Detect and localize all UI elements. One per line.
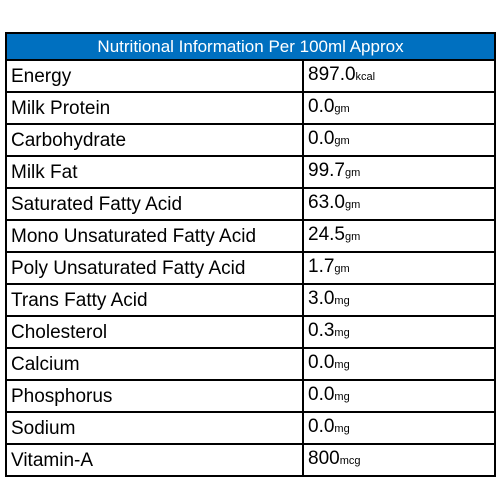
nutrient-amount: 0.0mg	[302, 379, 496, 413]
table-row: Milk Fat 99.7gm	[5, 155, 496, 189]
nutrient-value: 0.0	[308, 416, 335, 437]
table-row: Sodium 0.0mg	[5, 411, 496, 445]
nutrient-name: Carbohydrate	[5, 123, 304, 157]
nutrient-amount: 800mcg	[302, 443, 496, 477]
nutrient-unit: gm	[344, 199, 361, 211]
nutrient-unit: gm	[344, 231, 361, 243]
nutrient-name: Energy	[5, 59, 304, 93]
nutrient-unit: gm	[334, 135, 350, 147]
nutrient-name: Trans Fatty Acid	[5, 283, 304, 317]
nutrient-name: Milk Fat	[5, 155, 304, 189]
nutrient-name: Phosphorus	[5, 379, 304, 413]
table-title: Nutritional Information Per 100ml Approx	[5, 32, 496, 61]
table-row: Vitamin-A 800mcg	[5, 443, 496, 477]
nutrient-name: Saturated Fatty Acid	[5, 187, 304, 221]
table-row: Poly Unsaturated Fatty Acid 1.7gm	[5, 251, 496, 285]
nutrient-value: 24.5	[308, 224, 345, 245]
nutrient-value: 0.0	[308, 352, 335, 373]
nutrient-unit: mcg	[339, 455, 361, 467]
nutrient-value: 99.7	[308, 160, 345, 181]
nutrient-amount: 0.0mg	[302, 411, 496, 445]
nutrient-name: Mono Unsaturated Fatty Acid	[5, 219, 304, 253]
table-row: Calcium 0.0mg	[5, 347, 496, 381]
nutrient-value: 0.0	[308, 96, 335, 117]
nutrient-amount: 0.3mg	[302, 315, 496, 349]
nutrient-name: Cholesterol	[5, 315, 304, 349]
nutrient-amount: 0.0gm	[302, 123, 496, 157]
table-row: Saturated Fatty Acid 63.0gm	[5, 187, 496, 221]
nutrient-amount: 897.0kcal	[302, 59, 496, 93]
nutrient-unit: mg	[334, 423, 350, 435]
nutrient-unit: gm	[334, 263, 350, 275]
nutrient-value: 63.0	[308, 192, 345, 213]
table-row: Energy 897.0kcal	[5, 59, 496, 93]
nutrient-unit: kcal	[355, 71, 376, 83]
nutrient-name: Milk Protein	[5, 91, 304, 125]
nutrient-unit: mg	[334, 327, 350, 339]
nutrient-unit: mg	[334, 391, 350, 403]
table-row: Mono Unsaturated Fatty Acid 24.5gm	[5, 219, 496, 253]
nutrient-name: Vitamin-A	[5, 443, 304, 477]
nutrient-amount: 3.0mg	[302, 283, 496, 317]
nutrient-amount: 0.0mg	[302, 347, 496, 381]
table-header-row: Nutritional Information Per 100ml Approx	[5, 32, 496, 61]
nutrient-name: Poly Unsaturated Fatty Acid	[5, 251, 304, 285]
nutrient-value: 3.0	[308, 288, 335, 309]
table-row: Milk Protein 0.0gm	[5, 91, 496, 125]
nutrition-table-container: Nutritional Information Per 100ml Approx…	[5, 32, 496, 477]
nutrient-value: 800	[308, 448, 340, 469]
nutrient-unit: mg	[334, 359, 350, 371]
nutrient-name: Calcium	[5, 347, 304, 381]
nutrient-amount: 99.7gm	[302, 155, 496, 189]
nutrient-unit: gm	[344, 167, 361, 179]
nutrient-amount: 1.7gm	[302, 251, 496, 285]
nutrient-value: 1.7	[308, 256, 335, 277]
nutrient-value: 0.0	[308, 128, 335, 149]
nutrition-table: Nutritional Information Per 100ml Approx…	[5, 32, 496, 477]
table-row: Trans Fatty Acid 3.0mg	[5, 283, 496, 317]
table-row: Phosphorus 0.0mg	[5, 379, 496, 413]
table-row: Carbohydrate 0.0gm	[5, 123, 496, 157]
nutrient-value: 897.0	[308, 64, 356, 85]
nutrient-value: 0.0	[308, 384, 335, 405]
nutrient-amount: 24.5gm	[302, 219, 496, 253]
nutrient-unit: mg	[334, 295, 350, 307]
nutrient-name: Sodium	[5, 411, 304, 445]
nutrient-value: 0.3	[308, 320, 335, 341]
nutrient-amount: 63.0gm	[302, 187, 496, 221]
nutrient-amount: 0.0gm	[302, 91, 496, 125]
table-row: Cholesterol 0.3mg	[5, 315, 496, 349]
nutrient-unit: gm	[334, 103, 350, 115]
